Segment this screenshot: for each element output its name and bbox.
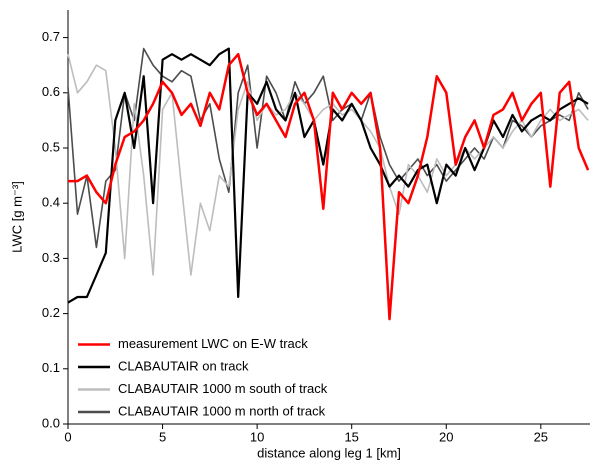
y-axis-label: LWC [g m⁻³] xyxy=(9,181,24,253)
y-tick-label: 0.6 xyxy=(42,84,60,99)
x-tick-label: 15 xyxy=(344,429,358,444)
legend-label: measurement LWC on E-W track xyxy=(118,336,308,351)
legend-label: CLABAUTAIR on track xyxy=(118,358,249,373)
series-line xyxy=(68,52,590,321)
y-tick-label: 0.0 xyxy=(42,415,60,430)
series-line xyxy=(67,47,589,304)
x-tick-label: 5 xyxy=(159,429,166,444)
y-tick-label: 0.5 xyxy=(42,139,60,154)
series-line xyxy=(67,54,589,276)
y-tick-label: 0.1 xyxy=(42,360,60,375)
y-tick-label: 0.4 xyxy=(42,195,60,210)
x-axis-label: distance along leg 1 [km] xyxy=(257,445,401,460)
y-tick-label: 0.2 xyxy=(42,305,60,320)
y-tick-label: 0.3 xyxy=(42,250,60,265)
x-tick-label: 10 xyxy=(250,429,264,444)
legend-label: CLABAUTAIR 1000 m north of track xyxy=(118,403,326,418)
y-tick-label: 0.7 xyxy=(42,29,60,44)
x-tick-label: 25 xyxy=(534,429,548,444)
x-tick-label: 20 xyxy=(439,429,453,444)
x-tick-label: 0 xyxy=(64,429,71,444)
legend-label: CLABAUTAIR 1000 m south of track xyxy=(118,381,328,396)
